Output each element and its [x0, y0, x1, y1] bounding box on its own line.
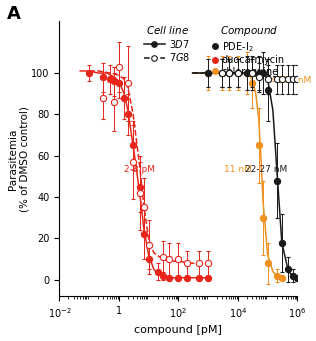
Text: 22-27 nM: 22-27 nM [246, 165, 288, 174]
Text: >100 nM: >100 nM [270, 76, 311, 85]
Text: 2-8 pM: 2-8 pM [124, 165, 155, 174]
Text: 11 nM: 11 nM [224, 165, 252, 174]
Legend: PDE-I$_2$, duocarmycin, chloroquine: PDE-I$_2$, duocarmycin, chloroquine [212, 24, 286, 77]
X-axis label: compound [pM]: compound [pM] [135, 325, 222, 336]
Y-axis label: Parasitemia
(% of DMSO control): Parasitemia (% of DMSO control) [8, 106, 30, 212]
Text: A: A [7, 5, 21, 23]
